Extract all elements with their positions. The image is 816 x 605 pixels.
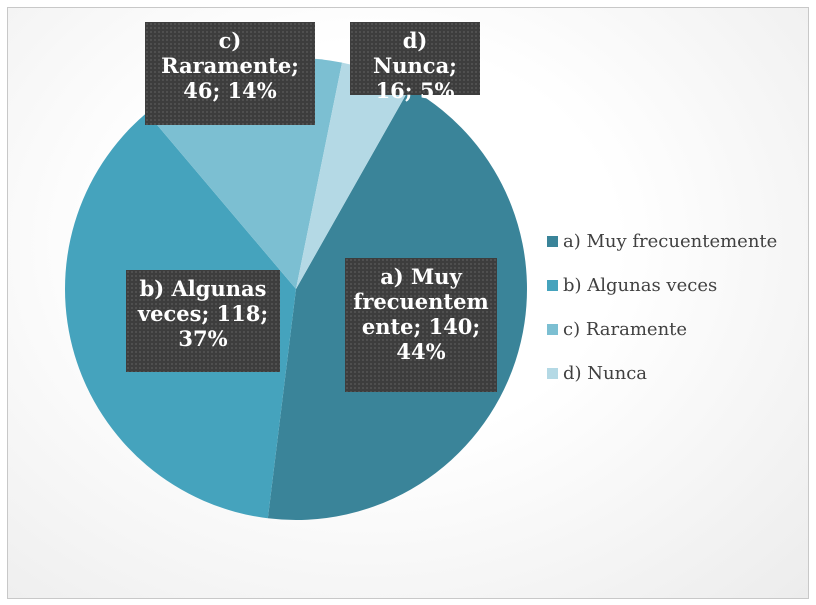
legend-item: d) Nunca [547, 363, 647, 384]
pie-slice [296, 62, 410, 290]
legend-label: b) Algunas veces [563, 275, 718, 296]
data-label: a) Muy frecuentemente; 140; 44% [345, 258, 497, 392]
legend-swatch [547, 324, 558, 335]
data-label: b) Algunas veces; 118; 37% [126, 270, 280, 372]
legend-swatch [547, 368, 558, 379]
legend-label: d) Nunca [563, 363, 648, 384]
legend-swatch [547, 236, 558, 247]
legend-item: a) Muy frecuentemente [547, 231, 777, 252]
data-label: c) Raramente; 46; 14% [145, 22, 315, 125]
legend-item: b) Algunas veces [547, 275, 717, 296]
legend-label: a) Muy frecuentemente [563, 231, 778, 252]
legend-label: c) Raramente [563, 319, 688, 340]
legend-item: c) Raramente [547, 319, 687, 340]
data-label: d) Nunca; 16; 5% [350, 22, 480, 103]
legend-swatch [547, 280, 558, 291]
